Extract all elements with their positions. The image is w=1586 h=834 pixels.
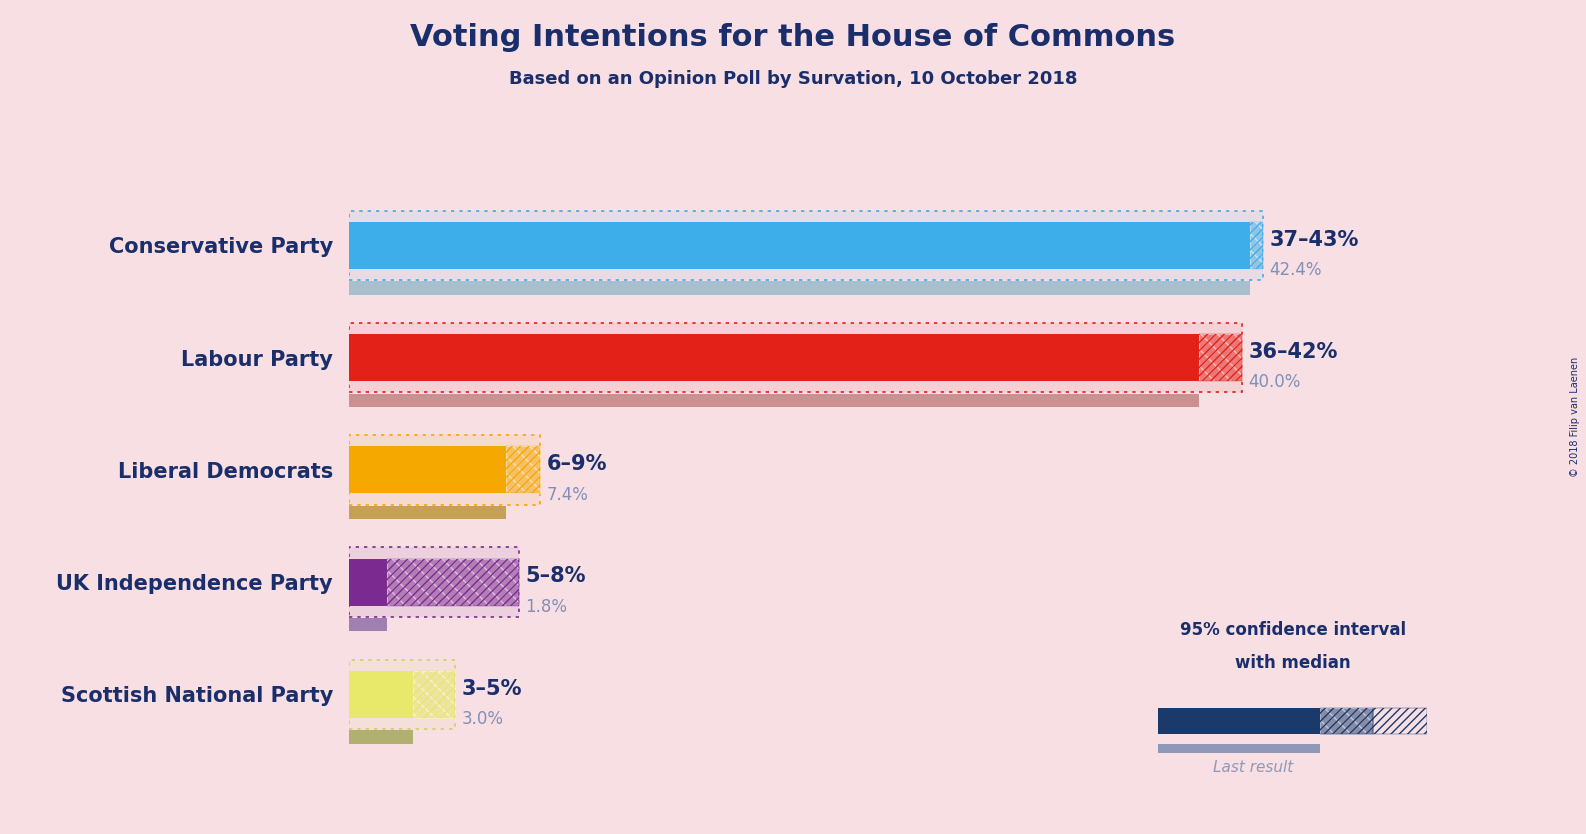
Bar <box>349 731 412 744</box>
Bar <box>349 323 1242 393</box>
Text: 1.8%: 1.8% <box>525 598 568 615</box>
Bar <box>506 446 541 494</box>
Bar <box>349 281 1250 294</box>
Bar <box>349 559 387 605</box>
Bar <box>1199 334 1242 381</box>
Bar <box>1320 708 1373 734</box>
Text: © 2018 Filip van Laenen: © 2018 Filip van Laenen <box>1570 357 1580 477</box>
Text: 37–43%: 37–43% <box>1269 229 1359 249</box>
Bar <box>1158 708 1320 734</box>
Text: 36–42%: 36–42% <box>1248 342 1337 362</box>
Bar <box>412 671 455 718</box>
Bar <box>349 435 541 505</box>
Bar <box>412 671 455 718</box>
Bar <box>349 505 506 520</box>
Bar <box>506 446 541 494</box>
Text: 7.4%: 7.4% <box>547 485 588 504</box>
Text: 5–8%: 5–8% <box>525 566 585 586</box>
Bar <box>349 334 1199 381</box>
Bar <box>349 446 506 494</box>
Text: 3.0%: 3.0% <box>462 710 504 728</box>
Bar <box>349 210 1262 280</box>
Bar <box>1320 708 1373 734</box>
Text: with median: with median <box>1235 654 1350 672</box>
Bar <box>349 618 387 631</box>
Text: Voting Intentions for the House of Commons: Voting Intentions for the House of Commo… <box>411 23 1175 52</box>
Text: 42.4%: 42.4% <box>1269 261 1323 279</box>
Bar <box>349 547 519 617</box>
Bar <box>349 660 455 729</box>
Bar <box>349 660 455 729</box>
Bar <box>1373 708 1427 734</box>
Bar <box>349 547 519 617</box>
Bar <box>349 222 1250 269</box>
Bar <box>349 323 1242 393</box>
Text: Based on an Opinion Poll by Survation, 10 October 2018: Based on an Opinion Poll by Survation, 1… <box>509 70 1077 88</box>
Bar <box>1158 744 1320 753</box>
Text: 40.0%: 40.0% <box>1248 374 1301 391</box>
Bar <box>1250 222 1262 269</box>
Bar <box>349 394 1199 407</box>
Bar <box>349 671 412 718</box>
Text: 95% confidence interval: 95% confidence interval <box>1180 620 1405 639</box>
Bar <box>1250 222 1262 269</box>
Bar <box>387 559 519 605</box>
Bar <box>349 435 541 505</box>
Text: 3–5%: 3–5% <box>462 679 522 699</box>
Text: Last result: Last result <box>1213 760 1293 775</box>
Bar <box>349 210 1262 280</box>
Bar <box>387 559 519 605</box>
Bar <box>1199 334 1242 381</box>
Text: 6–9%: 6–9% <box>547 455 607 475</box>
